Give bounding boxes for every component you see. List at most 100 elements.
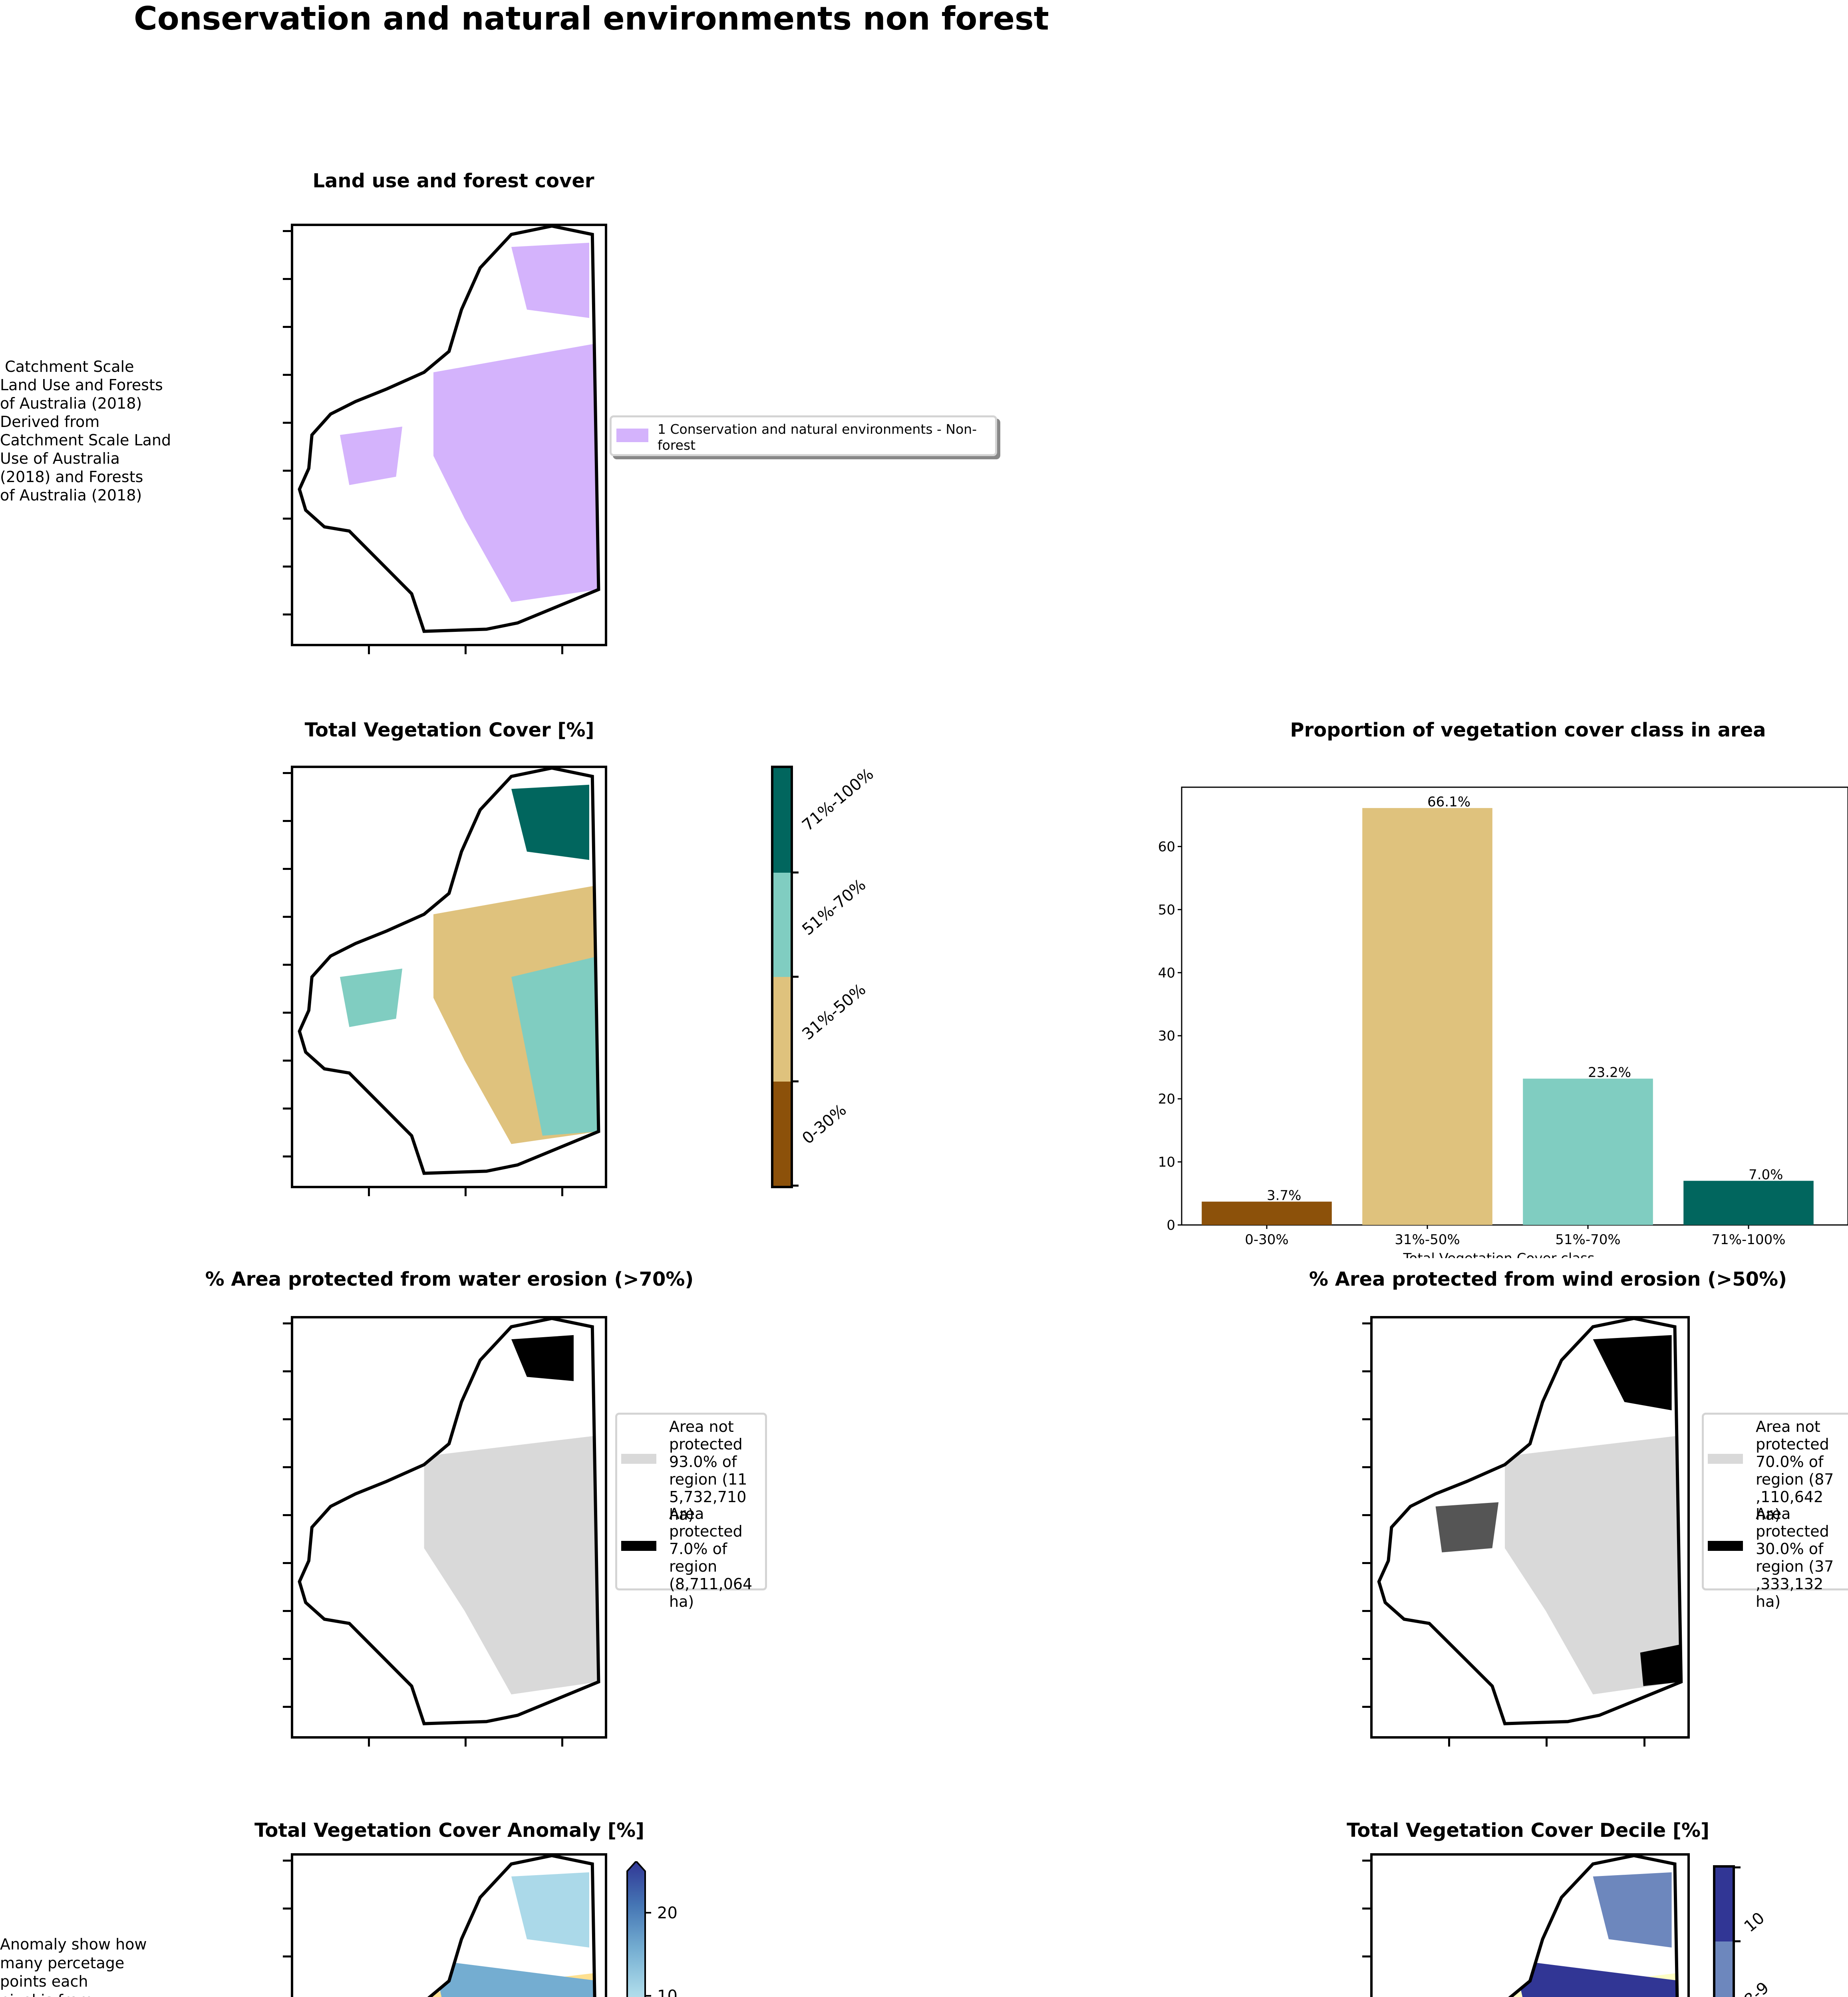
map-ytick <box>283 772 291 774</box>
map-ytick <box>1362 1908 1370 1910</box>
wind-erosion-map <box>1362 1316 1690 1747</box>
map-ytick <box>283 868 291 870</box>
bar-chart-title: Proportion of vegetation cover class in … <box>1290 719 1766 741</box>
legend-label-conservation: 1 Conservation and natural environments … <box>658 421 977 453</box>
map-ytick <box>283 1658 291 1660</box>
bar <box>1362 808 1492 1225</box>
colorbar-segment <box>773 768 791 873</box>
bar <box>1202 1201 1332 1225</box>
map-region <box>433 343 599 602</box>
y-tick-label: 20 <box>1158 1091 1175 1107</box>
water-erosion-map <box>283 1316 607 1747</box>
colorbar-tick <box>1733 1866 1741 1868</box>
water-erosion-title: % Area protected from water erosion (>70… <box>205 1268 694 1290</box>
map-region <box>1593 1872 1672 1948</box>
colorbar-label: 10 <box>657 1987 678 1997</box>
map-ytick <box>283 1370 291 1372</box>
legend-label-protected: Area protected 7.0% of region (8,711,064… <box>669 1505 753 1610</box>
colorbar-label: 20 <box>657 1904 678 1922</box>
anomaly-colorbar: 20100−10−20 <box>626 1861 678 1997</box>
map-ytick <box>283 230 291 232</box>
region-boundary <box>298 226 600 633</box>
map-xtick <box>368 646 370 654</box>
map-ytick <box>283 374 291 376</box>
colorbar-segment <box>773 977 791 1082</box>
decile-note: Deciles show where the pixel value lies … <box>921 1995 1112 1997</box>
map-xtick <box>465 646 467 654</box>
map-ytick <box>1362 1562 1370 1564</box>
map-ytick <box>283 1955 291 1957</box>
map-ytick <box>283 1466 291 1468</box>
map-xtick <box>465 1188 467 1196</box>
map-ytick <box>1362 1514 1370 1516</box>
bar-chart: 3.7% 0-30% 66.1% 31%-50% 23.2% 51%-70% 7.0% 71%… <box>1158 786 1848 1258</box>
map-xtick <box>368 1188 370 1196</box>
land-use-title: Land use and forest cover <box>312 170 594 192</box>
map-xtick <box>561 1188 563 1196</box>
anomaly-map <box>283 1853 607 1997</box>
map-xtick <box>368 1739 370 1747</box>
decile-map <box>1362 1853 1690 1997</box>
colorbar-tick <box>791 976 799 978</box>
decile-colorbar: 12-34-78-910 <box>1713 1865 1772 1997</box>
legend-label-protected: Area protected 30.0% of region (37 ,333,… <box>1756 1505 1834 1610</box>
y-tick-label: 30 <box>1158 1028 1175 1044</box>
map-xtick <box>465 1739 467 1747</box>
map-canvas <box>1377 1318 1683 1725</box>
colorbar-segment <box>1715 1941 1733 1997</box>
legend-label-not-protected: Area not protected 93.0% of region (11 5… <box>669 1418 747 1523</box>
colorbar-tick <box>791 1080 799 1082</box>
colorbar-label: 10 <box>1741 1908 1768 1936</box>
x-tick-label: 71%-100% <box>1711 1232 1785 1248</box>
colorbar-label: 0-30% <box>799 1101 850 1148</box>
map-ytick <box>283 518 291 520</box>
bar-value-label: 3.7% <box>1267 1188 1301 1204</box>
colorbar-label: 51%-70% <box>799 875 870 939</box>
map-ytick <box>283 916 291 918</box>
map-ytick <box>283 1610 291 1612</box>
map-ytick <box>283 964 291 966</box>
bar-value-label: 23.2% <box>1588 1065 1631 1081</box>
map-ytick <box>283 1418 291 1420</box>
map-ytick <box>283 1322 291 1324</box>
colorbar-segment <box>773 1081 791 1186</box>
map-region <box>511 956 599 1136</box>
map-ytick <box>1362 1658 1370 1660</box>
colorbar-segment <box>773 872 791 977</box>
land-use-legend: 1 Conservation and natural environments … <box>610 415 997 456</box>
map-xtick <box>561 1739 563 1747</box>
tvc-map <box>283 766 607 1196</box>
map-ytick <box>283 422 291 424</box>
map-region <box>511 1872 589 1948</box>
map-ytick <box>283 566 291 568</box>
map-ytick <box>1362 1955 1370 1957</box>
colorbar-label: 71%-100% <box>799 764 877 835</box>
map-ytick <box>283 1108 291 1110</box>
map-ytick <box>283 326 291 328</box>
map-xtick <box>1643 1739 1645 1747</box>
map-ytick <box>283 1908 291 1910</box>
bar <box>1523 1078 1653 1225</box>
y-tick-label: 60 <box>1158 839 1175 855</box>
y-tick-label: 50 <box>1158 902 1175 918</box>
map-xtick <box>1546 1739 1548 1747</box>
anomaly-title: Total Vegetation Cover Anomaly [%] <box>254 1819 644 1842</box>
map-ytick <box>1362 1370 1370 1372</box>
tvc-colorbar: 0-30% 31%-50% 51%-70% 71%-100% <box>771 765 877 1188</box>
map-ytick <box>283 1012 291 1014</box>
legend-label-not-protected: Area not protected 70.0% of region (87 ,… <box>1756 1418 1834 1523</box>
colorbar-label: 31%-50% <box>799 980 870 1044</box>
legend-swatch-not-protected <box>1708 1454 1743 1464</box>
bar-value-label: 66.1% <box>1427 794 1470 810</box>
map-ytick <box>1362 1706 1370 1708</box>
map-region <box>424 1435 599 1695</box>
map-ytick <box>283 470 291 472</box>
map-ytick <box>283 1060 291 1062</box>
map-ytick <box>283 1155 291 1157</box>
y-tick-label: 40 <box>1158 965 1175 981</box>
bar <box>1683 1181 1814 1225</box>
page-title: Conservation and natural environments no… <box>134 0 1049 37</box>
map-region <box>511 784 589 860</box>
colorbar-segment <box>1715 1868 1733 1941</box>
anomaly-gradient <box>626 1861 646 1997</box>
